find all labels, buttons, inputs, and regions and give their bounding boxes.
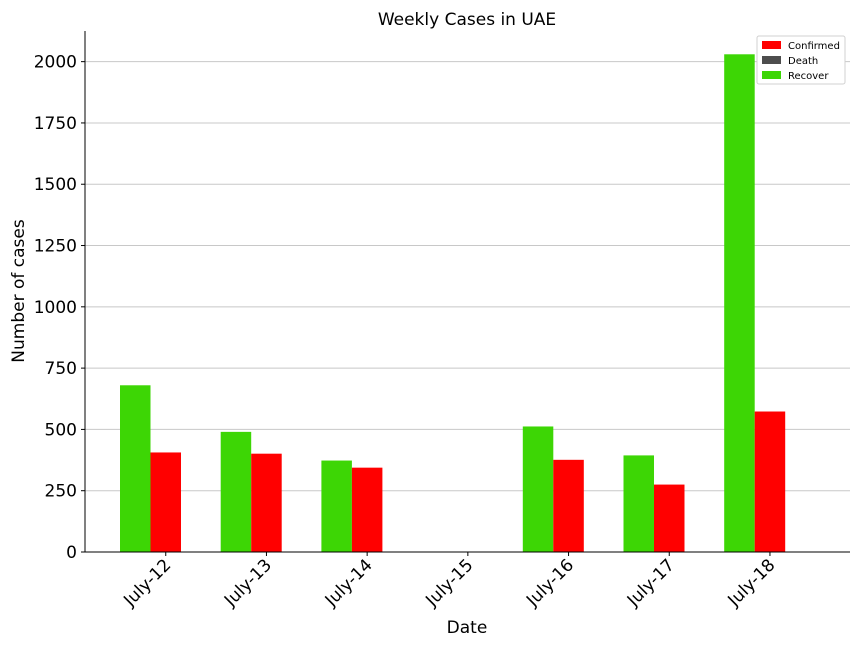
- bar-recover-july-18: [724, 54, 755, 553]
- y-tick-label: 250: [45, 482, 77, 502]
- legend-label-death: Death: [788, 56, 818, 67]
- y-tick-label: 1250: [34, 237, 77, 257]
- bar-recover-july-14: [321, 460, 352, 552]
- y-axis-title: Number of cases: [9, 219, 29, 363]
- bar-confirmed-july-14: [351, 467, 383, 552]
- y-tick-label: 1500: [34, 175, 77, 195]
- y-tick-label: 500: [45, 420, 77, 440]
- legend-swatch-recover: [762, 71, 781, 79]
- bar-recover-july-12: [120, 385, 151, 552]
- y-tick-label: 1750: [34, 114, 77, 134]
- bar-confirmed-july-12: [150, 452, 181, 552]
- y-tick-label: 750: [45, 359, 77, 379]
- y-tick-label: 1000: [34, 298, 77, 318]
- x-axis-title: Date: [447, 618, 488, 638]
- gridlines: [85, 61, 850, 492]
- legend-label-recover: Recover: [788, 71, 829, 82]
- legend-swatch-confirmed: [762, 41, 781, 49]
- bars: [120, 54, 816, 553]
- bar-recover-july-17: [623, 455, 654, 552]
- x-tick-label: July-13: [220, 555, 276, 611]
- x-tick-label: July-12: [119, 555, 175, 611]
- x-tick-label: July-18: [724, 555, 780, 611]
- bar-confirmed-july-17: [654, 484, 685, 552]
- y-tick-label: 2000: [34, 53, 77, 73]
- x-tick-label: July-15: [421, 555, 477, 611]
- bar-confirmed-july-16: [553, 459, 584, 552]
- y-tick-label: 0: [66, 543, 77, 563]
- x-tick-label: July-14: [321, 555, 377, 611]
- chart-title: Weekly Cases in UAE: [378, 10, 556, 30]
- x-ticks: July-12 July-13 July-14 July-15 July-16 July-…: [119, 552, 779, 611]
- bar-recover-july-16: [522, 426, 554, 552]
- y-ticks: 0 250 500 750 1000 1250 1500 1750 2000: [34, 53, 85, 563]
- x-tick-label: July-16: [522, 555, 578, 611]
- legend-swatch-death: [762, 56, 781, 64]
- x-tick-label: July-17: [623, 555, 679, 611]
- legend-label-confirmed: Confirmed: [788, 41, 840, 52]
- bar-recover-july-13: [220, 431, 252, 552]
- bar-confirmed-july-13: [251, 453, 282, 552]
- legend: Confirmed Death Recover: [756, 35, 846, 85]
- bar-confirmed-july-18: [754, 411, 786, 552]
